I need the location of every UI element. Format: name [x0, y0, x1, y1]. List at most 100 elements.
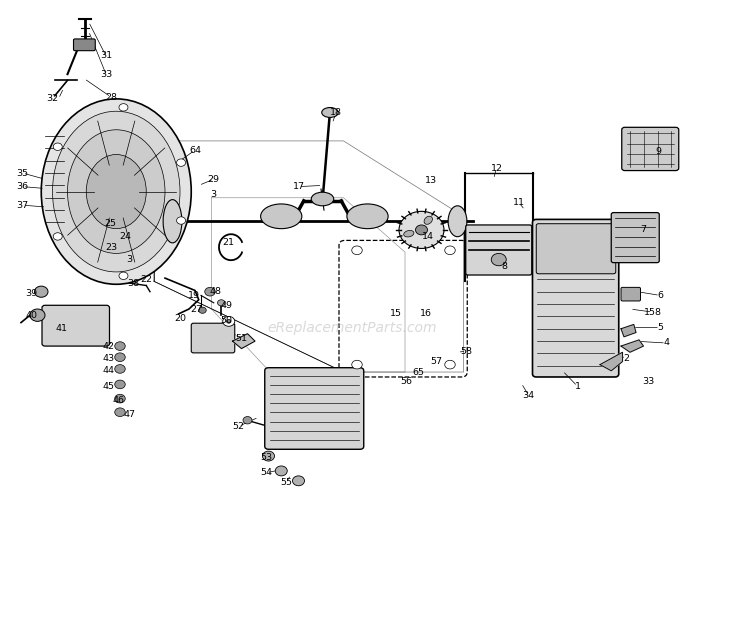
Text: 43: 43	[103, 354, 115, 363]
Ellipse shape	[164, 200, 182, 243]
Text: 46: 46	[112, 396, 125, 405]
Ellipse shape	[346, 204, 388, 229]
Text: 36: 36	[16, 182, 28, 191]
FancyBboxPatch shape	[42, 305, 110, 346]
Text: 33: 33	[643, 378, 655, 386]
Text: 18: 18	[330, 108, 342, 117]
Text: 11: 11	[513, 198, 525, 207]
FancyBboxPatch shape	[611, 213, 659, 263]
FancyBboxPatch shape	[622, 127, 679, 171]
Circle shape	[115, 408, 125, 417]
Circle shape	[119, 104, 128, 111]
Text: 37: 37	[16, 201, 28, 210]
Ellipse shape	[424, 216, 433, 224]
FancyBboxPatch shape	[466, 225, 532, 275]
Text: 2: 2	[623, 354, 629, 363]
Circle shape	[217, 300, 225, 306]
Text: 3: 3	[211, 190, 217, 198]
Ellipse shape	[86, 154, 146, 229]
FancyBboxPatch shape	[532, 219, 619, 377]
Circle shape	[53, 143, 62, 150]
FancyBboxPatch shape	[191, 323, 235, 353]
Text: 16: 16	[420, 310, 432, 318]
Text: 19: 19	[188, 291, 200, 300]
Ellipse shape	[68, 130, 165, 253]
Circle shape	[416, 225, 428, 235]
FancyBboxPatch shape	[621, 287, 640, 301]
Circle shape	[30, 309, 45, 321]
FancyBboxPatch shape	[536, 224, 616, 274]
Circle shape	[445, 360, 455, 369]
Circle shape	[292, 476, 304, 486]
Text: 34: 34	[523, 391, 535, 400]
Text: 5: 5	[657, 323, 663, 332]
Polygon shape	[621, 340, 644, 352]
Text: 17: 17	[292, 182, 304, 191]
Circle shape	[491, 253, 506, 266]
Text: 22: 22	[140, 275, 152, 284]
Circle shape	[115, 394, 125, 403]
Circle shape	[34, 286, 48, 297]
Circle shape	[262, 451, 274, 461]
Polygon shape	[621, 324, 636, 337]
Text: 27: 27	[190, 305, 202, 313]
Text: 51: 51	[236, 334, 248, 343]
Text: 39: 39	[26, 289, 38, 298]
Ellipse shape	[261, 204, 302, 229]
Ellipse shape	[41, 99, 191, 284]
Text: 20: 20	[174, 315, 186, 323]
Text: 4: 4	[663, 339, 669, 347]
Text: 35: 35	[16, 169, 28, 177]
Text: 38: 38	[128, 279, 140, 287]
Text: 21: 21	[223, 238, 235, 247]
Circle shape	[176, 159, 185, 166]
Text: 58: 58	[460, 347, 472, 355]
Text: 14: 14	[422, 232, 434, 240]
Text: 54: 54	[260, 468, 272, 477]
Text: 56: 56	[400, 378, 412, 386]
Text: 7: 7	[640, 226, 646, 234]
Text: 31: 31	[100, 51, 112, 60]
Text: 44: 44	[103, 366, 115, 375]
Circle shape	[199, 307, 206, 313]
Text: 6: 6	[657, 291, 663, 300]
Text: 29: 29	[208, 175, 220, 184]
Text: 15: 15	[390, 310, 402, 318]
Circle shape	[445, 246, 455, 255]
Ellipse shape	[311, 192, 334, 206]
Ellipse shape	[404, 231, 414, 237]
Text: 47: 47	[123, 410, 135, 418]
Text: 13: 13	[425, 176, 437, 185]
Text: 8: 8	[501, 263, 507, 271]
Text: 65: 65	[413, 368, 424, 376]
Circle shape	[115, 380, 125, 389]
Circle shape	[115, 342, 125, 350]
Ellipse shape	[448, 206, 466, 237]
Text: 52: 52	[232, 422, 244, 431]
Circle shape	[226, 320, 231, 323]
FancyBboxPatch shape	[265, 368, 364, 449]
Text: 32: 32	[46, 95, 58, 103]
Text: 25: 25	[104, 219, 116, 228]
Circle shape	[352, 246, 362, 255]
Text: 50: 50	[220, 316, 232, 324]
Text: 41: 41	[56, 324, 68, 333]
Ellipse shape	[53, 111, 180, 272]
Polygon shape	[600, 352, 622, 371]
Circle shape	[205, 287, 215, 296]
Text: 42: 42	[103, 342, 115, 350]
Text: 57: 57	[430, 357, 442, 366]
Circle shape	[275, 466, 287, 476]
Text: 45: 45	[103, 382, 115, 391]
Circle shape	[115, 365, 125, 373]
Circle shape	[119, 272, 128, 279]
Text: 48: 48	[210, 287, 222, 296]
Text: 12: 12	[490, 164, 502, 172]
Text: 55: 55	[280, 478, 292, 486]
Text: 28: 28	[105, 93, 117, 101]
Text: 9: 9	[656, 147, 662, 156]
Text: 3: 3	[127, 255, 133, 264]
Text: 53: 53	[260, 453, 272, 462]
Text: 158: 158	[644, 308, 662, 316]
Circle shape	[352, 360, 362, 369]
